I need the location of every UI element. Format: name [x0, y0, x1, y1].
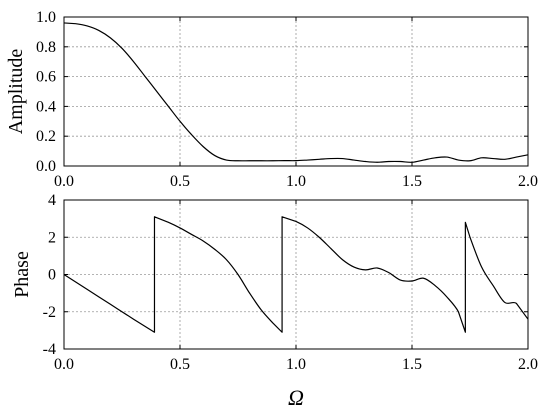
phase-x-tick-label: 1.5: [402, 356, 422, 373]
phase-y-tick-label: 0: [48, 267, 56, 284]
phase-x-tick-label: 0.5: [170, 356, 190, 373]
phase-x-tick-label: 2.0: [518, 356, 538, 373]
amplitude-y-tick-label: 0.0: [36, 158, 56, 175]
phase-y-tick-label: 4: [48, 192, 56, 209]
phase-plot: 0.0 0.5 1.0 1.5 2.0 4 2 0 -2 -4 Phase Ω: [11, 192, 538, 410]
amplitude-y-tick-label: 1.0: [36, 9, 56, 26]
amplitude-x-tick-label: 1.0: [286, 173, 306, 190]
phase-y-tick-label: -4: [43, 341, 56, 358]
phase-y-tick-label: 2: [48, 229, 56, 246]
amplitude-y-tick-label: 0.2: [36, 128, 56, 145]
amplitude-plot: 0.0 0.5 1.0 1.5 2.0 0.0 0.2 0.4 0.6 0.8 1.0 Amplitu…: [5, 9, 538, 190]
amplitude-x-tick-label: 2.0: [518, 173, 538, 190]
amplitude-y-tick-label: 0.4: [36, 98, 56, 115]
amplitude-series-line: [63, 22, 529, 163]
phase-series-line: [63, 216, 529, 333]
phase-y-axis-title: Phase: [11, 251, 33, 298]
phase-x-tick-label: 0.0: [54, 356, 74, 373]
amplitude-y-axis-title: Amplitude: [5, 49, 27, 135]
amplitude-x-tick-label: 1.5: [402, 173, 422, 190]
amplitude-plot-frame: [63, 16, 529, 167]
amplitude-y-tick-label: 0.6: [36, 69, 56, 86]
amplitude-x-tick-label: 0.0: [54, 173, 74, 190]
phase-y-tick-label: -2: [43, 304, 56, 321]
amplitude-x-tick-label: 0.5: [170, 173, 190, 190]
phase-x-tick-label: 1.0: [286, 356, 306, 373]
phase-x-axis-title: Ω: [288, 385, 304, 410]
amplitude-y-tick-label: 0.8: [36, 39, 56, 56]
